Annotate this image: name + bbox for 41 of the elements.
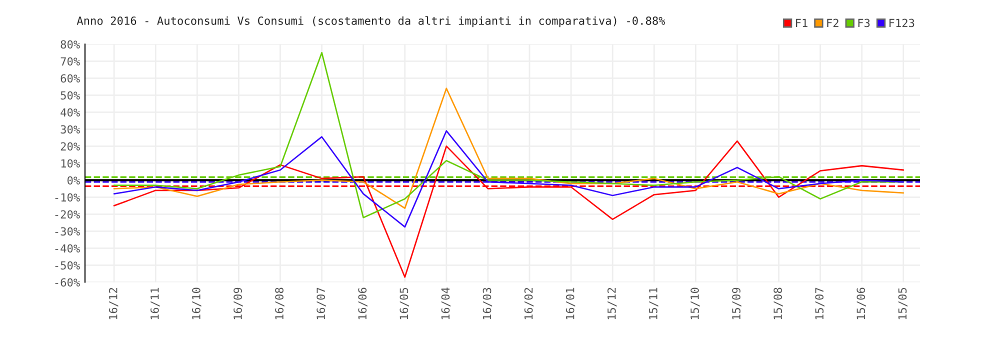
y-tick-label: 20% <box>60 142 80 151</box>
x-tick-label: 16/04 <box>441 288 451 320</box>
y-tick-label: 80% <box>60 40 80 49</box>
x-tick-label: 16/08 <box>275 288 284 320</box>
y-tick-label: -60% <box>55 278 80 287</box>
x-tick-label: 15/09 <box>732 288 742 320</box>
x-tick-label: 15/07 <box>815 288 824 320</box>
y-tick-label: 50% <box>60 91 80 100</box>
legend-label: F3 <box>858 18 870 28</box>
y-tick-label: -10% <box>55 193 80 202</box>
x-tick-label: 16/06 <box>358 288 368 320</box>
x-tick-label: 15/11 <box>649 288 658 320</box>
chart-title: Anno 2016 - Autoconsumi Vs Consumi (scostamento da altri impianti in comparativa) -0.88% <box>76 16 666 28</box>
x-tick-label: 16/02 <box>524 288 534 320</box>
x-tick-label: 16/01 <box>566 288 576 320</box>
x-tick-label: 16/12 <box>108 288 118 320</box>
y-tick-label: 0% <box>67 176 80 185</box>
y-tick-label: -30% <box>55 227 80 236</box>
y-tick-label: 10% <box>61 159 80 168</box>
y-tick-label: -40% <box>55 244 80 253</box>
line-series <box>113 88 904 209</box>
x-tick-label: 16/11 <box>150 288 160 320</box>
y-tick-label: -50% <box>55 261 80 270</box>
x-tick-label: 15/05 <box>898 288 908 320</box>
x-tick-label: 15/10 <box>690 288 700 320</box>
legend-label: F1 <box>796 18 808 27</box>
y-tick-label: 60% <box>60 74 80 83</box>
x-tick-label: 15/08 <box>774 288 783 320</box>
y-tick-label: 30% <box>60 125 80 134</box>
x-tick-label: 16/07 <box>316 288 326 320</box>
x-tick-label: 15/06 <box>856 288 866 320</box>
x-tick-label: 16/10 <box>192 288 202 320</box>
y-tick-label: -20% <box>55 210 80 219</box>
x-tick-label: 16/03 <box>482 288 492 320</box>
y-tick-label: 70% <box>60 57 80 66</box>
legend-label: F2 <box>827 18 838 27</box>
x-tick-label: 16/09 <box>234 288 243 320</box>
y-tick-label: 40% <box>60 108 80 117</box>
x-tick-label: 15/12 <box>607 288 617 320</box>
legend-label: F123 <box>890 18 914 28</box>
x-tick-label: 16/05 <box>400 288 409 320</box>
